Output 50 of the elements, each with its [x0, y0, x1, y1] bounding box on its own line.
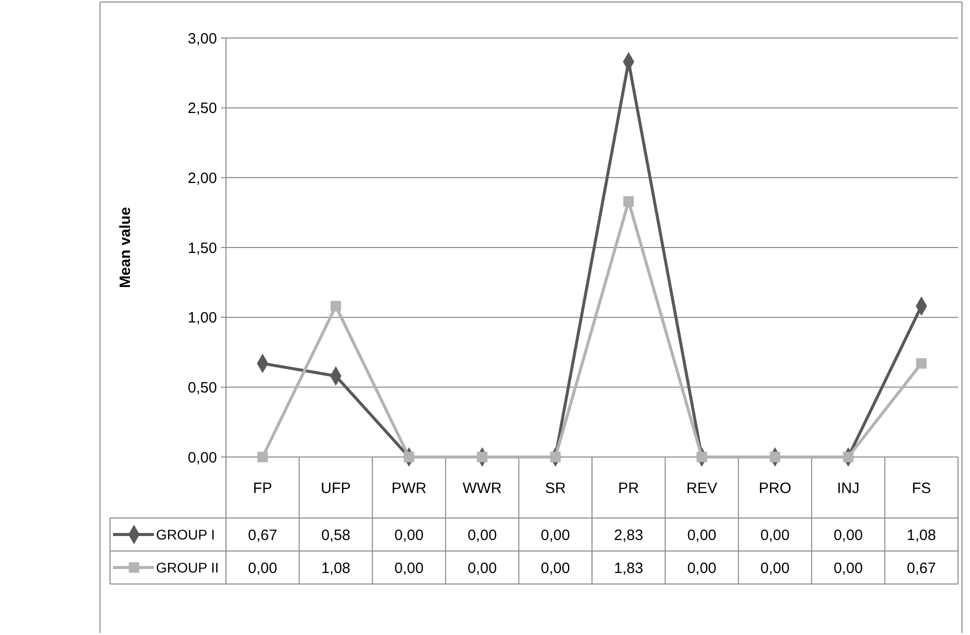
data-label: 0,58 [321, 526, 350, 544]
data-label: 0,67 [906, 560, 936, 577]
x-tick-label: WWR [462, 480, 502, 497]
data-label: 0,00 [687, 560, 716, 577]
x-tick-label: SR [544, 480, 566, 497]
point [404, 452, 414, 462]
point [842, 452, 854, 462]
data-label: 0,00 [834, 560, 863, 577]
data-label: 1,83 [614, 560, 644, 577]
x-tick-label: INJ [836, 480, 860, 497]
y-tick-label: 3,00 [188, 30, 217, 48]
point [330, 300, 342, 312]
point [770, 452, 780, 462]
legend-label: GROUP I [156, 526, 215, 542]
point [550, 452, 561, 462]
legend-label: GROUP II [156, 559, 219, 576]
point [476, 452, 488, 462]
x-tick-label: FP [253, 480, 272, 497]
data-label: 0,00 [394, 560, 424, 577]
point [916, 358, 927, 369]
x-tick-label: PR [618, 480, 640, 497]
x-tick-label: FS [912, 480, 931, 497]
point [257, 452, 268, 462]
y-tick-label: 1,50 [188, 240, 217, 257]
point [623, 196, 634, 207]
y-tick-label: 2,50 [188, 100, 217, 118]
data-label: 0,00 [394, 526, 424, 544]
data-label: 1,08 [321, 560, 350, 577]
y-tick-label: 0,00 [188, 449, 217, 466]
data-label: 0,00 [468, 526, 497, 544]
x-tick-label: PRO [758, 480, 792, 497]
data-label: 0,00 [760, 526, 790, 544]
x-tick-label: PWR [392, 480, 427, 497]
data-label: 0,00 [760, 560, 790, 577]
y-tick-label: 0,50 [188, 379, 217, 396]
data-label: 2,83 [614, 526, 644, 544]
y-tick-label: 1,00 [188, 310, 217, 327]
y-tick-label: 2,00 [188, 170, 217, 187]
point [696, 452, 708, 462]
data-label: 0,00 [540, 560, 570, 577]
y-axis-title: Mean value [117, 207, 134, 288]
x-tick-label: UFP [320, 480, 351, 497]
data-label: 0,00 [248, 560, 278, 577]
x-tick-label: REV [686, 480, 718, 497]
data-label: 0,00 [468, 560, 497, 577]
data-label: 0,00 [540, 526, 570, 544]
data-label: 0,00 [687, 526, 716, 544]
data-label: 0,67 [248, 526, 278, 544]
data-label: 0,00 [834, 526, 863, 544]
data-label: 1,08 [906, 526, 936, 544]
